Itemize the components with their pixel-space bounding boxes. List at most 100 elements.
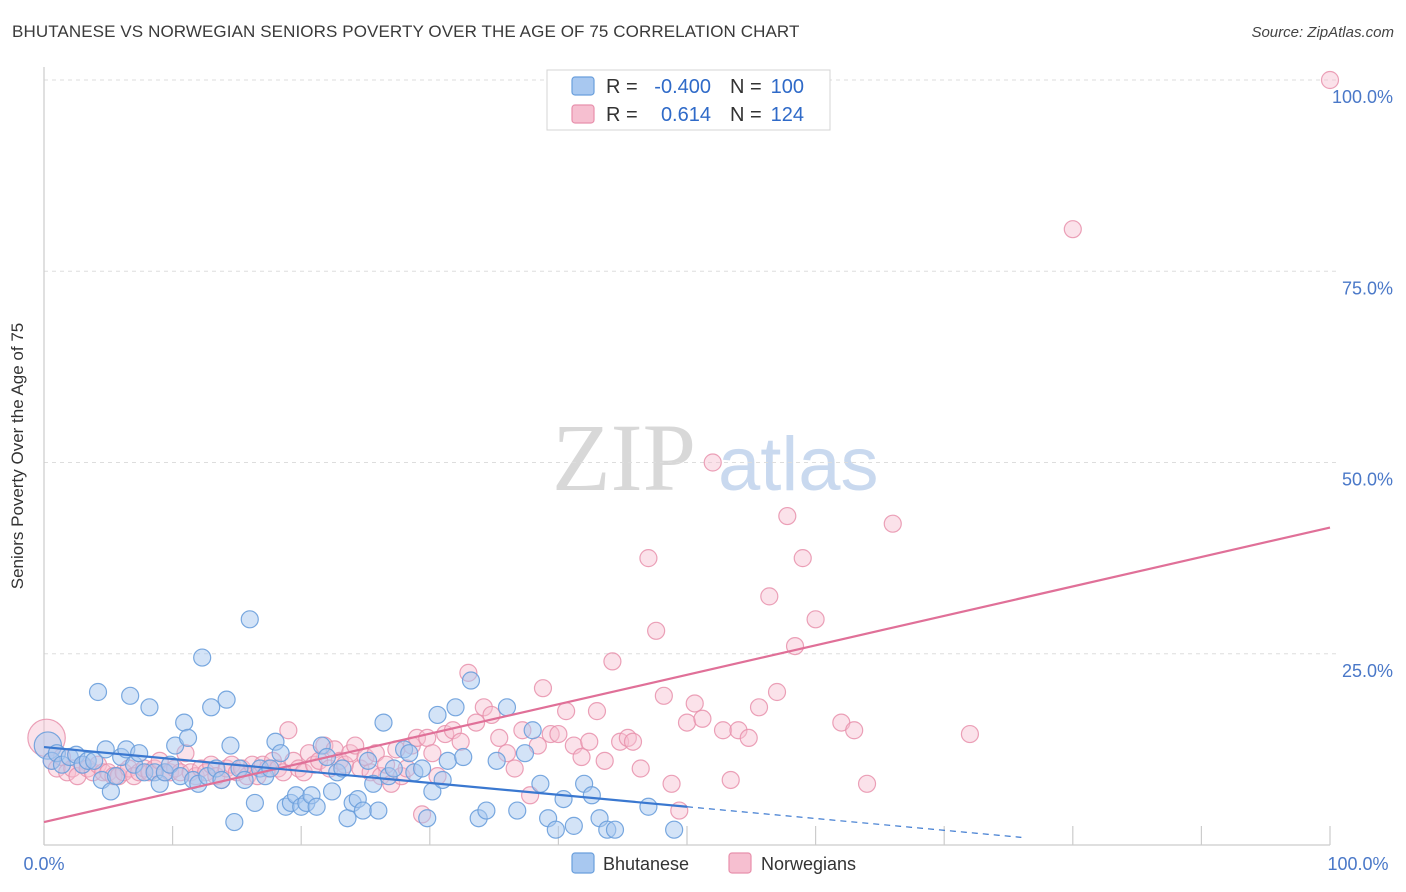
- norwegians-point-97: [587, 702, 607, 721]
- norwegians-point-91: [541, 724, 560, 744]
- bhutanese-point-65: [364, 774, 383, 793]
- y-tick-label-0: 100.0%: [1332, 87, 1393, 107]
- watermark-zip: ZIP: [552, 404, 696, 511]
- bhutanese-point-16: [121, 686, 140, 705]
- norwegians-point-82: [474, 698, 493, 717]
- bhutanese-point-84: [487, 751, 506, 770]
- bhutanese-point-73: [412, 759, 432, 778]
- bhutanese-point-12: [101, 782, 120, 801]
- bhutanese-point-95: [582, 786, 601, 805]
- bhutanese-point-27: [175, 713, 194, 732]
- bhutanese-point-66: [369, 801, 388, 820]
- x-tick-labels: 0.0% 100.0%: [23, 854, 1388, 874]
- norwegians-point-95: [572, 747, 591, 767]
- bhutanese-point-99: [639, 797, 658, 816]
- norwegians-point-86: [505, 759, 524, 778]
- trend-line-bhutanese-extension: [686, 806, 1022, 838]
- chart-title: BHUTANESE VS NORWEGIAN SENIORS POVERTY O…: [12, 22, 800, 41]
- bhutanese-point-42: [245, 793, 265, 813]
- bhutanese-point-64: [358, 751, 378, 770]
- norwegians-point-116: [739, 728, 758, 748]
- y-tick-label-2: 50.0%: [1342, 470, 1393, 490]
- bhutanese-point-18: [130, 744, 149, 763]
- norwegians-point-103: [631, 759, 650, 778]
- bhutanese-point-60: [338, 809, 357, 828]
- norwegians-point-109: [677, 713, 697, 732]
- norwegians-point-125: [845, 721, 864, 740]
- bhutanese-point-98: [605, 820, 625, 839]
- bottom-legend-label-norwegians: Norwegians: [761, 854, 856, 874]
- bhutanese-point-85: [497, 698, 517, 717]
- norwegians-point-75: [423, 744, 442, 763]
- bhutanese-point-93: [564, 816, 583, 835]
- norwegians-point-114: [721, 770, 740, 790]
- bhutanese-point-38: [225, 812, 244, 832]
- trend-line-norwegians: [43, 526, 1331, 824]
- norwegians-point-130: [1320, 70, 1340, 90]
- bottom-legend-swatch-bhutanese: [571, 852, 595, 874]
- bhutanese-point-76: [428, 705, 447, 725]
- legend-r-label-1: R =: [606, 76, 638, 98]
- legend-n-label-1: N =: [730, 76, 762, 98]
- norwegians-point-102: [623, 732, 643, 751]
- norwegians-point-105: [647, 621, 666, 640]
- series-bhutanese: [33, 610, 684, 839]
- bottom-legend-swatch-norwegians: [728, 852, 752, 874]
- legend-r-label-2: R =: [606, 104, 638, 126]
- y-tick-label-3: 25.0%: [1342, 661, 1393, 681]
- norwegians-point-126: [857, 774, 877, 793]
- norwegians-point-106: [654, 686, 673, 705]
- bhutanese-point-89: [531, 774, 550, 793]
- norwegians-point-127: [883, 514, 902, 533]
- norwegians-point-47: [279, 721, 298, 740]
- norwegians-point-93: [557, 702, 576, 721]
- bhutanese-point-71: [400, 744, 419, 763]
- bhutanese-point-31: [193, 648, 212, 667]
- norwegians-point-110: [685, 694, 704, 713]
- bhutanese-point-20: [140, 698, 159, 717]
- bhutanese-point-100: [665, 820, 684, 839]
- bhutanese-point-74: [418, 809, 437, 828]
- bhutanese-point-37: [221, 736, 240, 755]
- norwegians-point-113: [713, 721, 733, 740]
- legend-r-value-1: -0.400: [654, 76, 711, 98]
- bhutanese-point-86: [508, 801, 527, 820]
- legend: R = -0.400 N = 100 R = 0.614 N = 124: [546, 69, 831, 131]
- bottom-legend-label-bhutanese: Bhutanese: [603, 854, 689, 874]
- bhutanese-point-13: [106, 767, 126, 786]
- norwegians-point-122: [793, 549, 812, 568]
- watermark-atlas: atlas: [718, 422, 879, 507]
- norwegians-point-96: [580, 732, 599, 751]
- bhutanese-point-59: [333, 759, 352, 778]
- bhutanese-point-88: [523, 721, 542, 740]
- bhutanese-point-81: [461, 671, 481, 690]
- norwegians-point-119: [767, 682, 787, 702]
- norwegians-point-92: [549, 724, 568, 744]
- bhutanese-point-80: [454, 747, 473, 767]
- norwegians-point-84: [490, 728, 509, 748]
- norwegians-point-79: [451, 732, 470, 751]
- legend-swatch-bhutanese: [571, 76, 595, 96]
- norwegians-point-117: [749, 698, 769, 717]
- bhutanese-point-91: [546, 820, 565, 839]
- axes: [43, 67, 1331, 846]
- bhutanese-point-54: [307, 797, 326, 816]
- legend-swatch-norwegians: [571, 104, 595, 124]
- source-note: Source: ZipAtlas.com: [1251, 24, 1394, 41]
- bhutanese-point-67: [374, 713, 393, 732]
- norwegians-point-123: [806, 610, 825, 629]
- norwegians-point-107: [662, 774, 681, 793]
- bhutanese-point-69: [384, 759, 403, 778]
- bhutanese-point-47: [271, 744, 290, 763]
- bhutanese-point-92: [554, 789, 573, 809]
- bhutanese-point-77: [433, 770, 452, 790]
- trend-lines: [43, 526, 1331, 838]
- bhutanese-point-41: [240, 610, 259, 629]
- y-tick-label-1: 75.0%: [1342, 278, 1393, 298]
- norwegians-point-129: [1063, 220, 1082, 239]
- bhutanese-point-57: [322, 782, 342, 801]
- norwegians-point-128: [960, 724, 980, 744]
- x-tick-label-0: 0.0%: [23, 854, 64, 874]
- bhutanese-point-9: [88, 682, 108, 702]
